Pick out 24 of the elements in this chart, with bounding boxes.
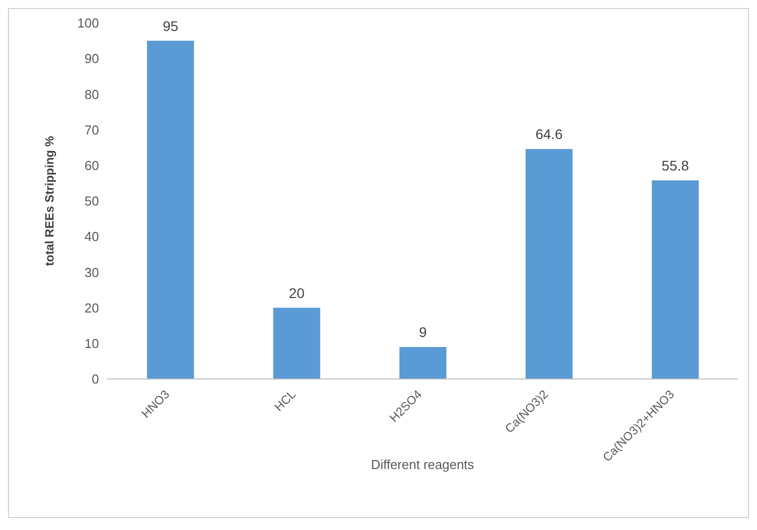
y-tick-label: 50 [84, 194, 99, 209]
x-axis-title: Different reagents [370, 457, 475, 472]
bar [652, 180, 699, 379]
bar [147, 40, 194, 379]
y-tick-label: 100 [77, 16, 99, 31]
data-label: 20 [288, 284, 305, 301]
y-tick-label: 0 [92, 372, 99, 387]
y-tick-label: 60 [84, 158, 99, 174]
y-tick-label: 70 [84, 122, 99, 138]
bar [399, 346, 446, 379]
data-label: 95 [162, 18, 178, 34]
data-label: 55.8 [662, 157, 690, 174]
x-tick-label: HCL [272, 387, 299, 414]
y-tick-label: 40 [84, 229, 99, 244]
bar [526, 149, 573, 379]
y-tick-label: 10 [84, 336, 99, 352]
y-tick-label: 30 [84, 264, 99, 280]
y-tick-label: 20 [84, 300, 99, 316]
y-tick-label: 90 [84, 51, 99, 66]
y-tick-label: 80 [84, 86, 99, 102]
data-label: 9 [419, 324, 427, 340]
data-label: 64.6 [535, 126, 563, 142]
bar [273, 308, 320, 379]
y-axis-title: total REEs Stripping % [42, 136, 56, 266]
